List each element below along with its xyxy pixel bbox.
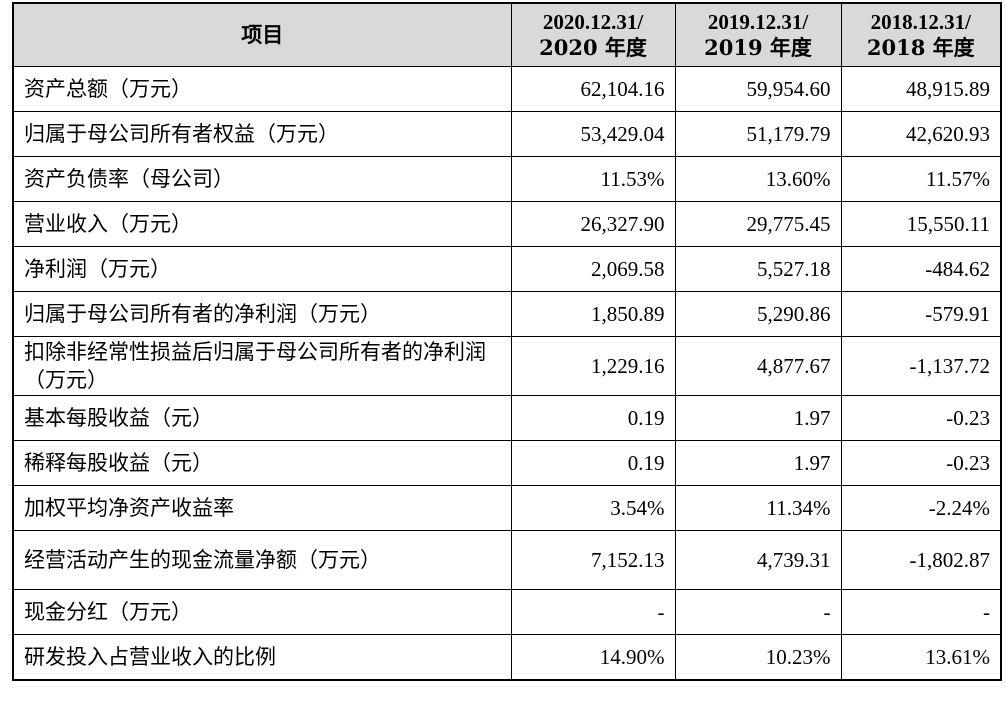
cell-2020: 53,429.04 — [510, 111, 676, 157]
row-label: 基本每股收益（元） — [12, 395, 512, 441]
table-row: 加权平均净资产收益率 3.54% 11.34% -2.24% — [12, 485, 1002, 531]
cell-2020: 1,850.89 — [510, 291, 676, 337]
cell-2020: 26,327.90 — [510, 201, 676, 247]
cell-2019: 5,290.86 — [674, 291, 842, 337]
table-row: 资产负债率（母公司） 11.53% 13.60% 11.57% — [12, 156, 1002, 202]
row-label: 归属于母公司所有者的净利润（万元） — [12, 291, 512, 337]
cell-2018: - — [840, 589, 1002, 635]
header-2019: 2019.12.31/2019 年度 — [674, 2, 842, 67]
table-row: 基本每股收益（元） 0.19 1.97 -0.23 — [12, 395, 1002, 441]
row-label: 研发投入占营业收入的比例 — [12, 634, 512, 681]
cell-2019: 11.34% — [674, 485, 842, 531]
table-row: 资产总额（万元） 62,104.16 59,954.60 48,915.89 — [12, 66, 1002, 112]
cell-2018: -0.23 — [840, 395, 1002, 441]
cell-2020: - — [510, 589, 676, 635]
cell-2020: 7,152.13 — [510, 530, 676, 590]
cell-2019: 4,877.67 — [674, 336, 842, 396]
table-row: 现金分红（万元） - - - — [12, 589, 1002, 635]
table-row: 归属于母公司所有者的净利润（万元） 1,850.89 5,290.86 -579… — [12, 291, 1002, 337]
table-row: 研发投入占营业收入的比例 14.90% 10.23% 13.61% — [12, 634, 1002, 681]
cell-2020: 2,069.58 — [510, 246, 676, 292]
cell-2020: 14.90% — [510, 634, 676, 681]
cell-2020: 3.54% — [510, 485, 676, 531]
cell-2019: 51,179.79 — [674, 111, 842, 157]
cell-2019: 10.23% — [674, 634, 842, 681]
financial-summary-table: 项目 2020.12.31/2020 年度 2019.12.31/2019 年度… — [12, 2, 1002, 681]
financial-table-container: 项目 2020.12.31/2020 年度 2019.12.31/2019 年度… — [12, 2, 1002, 681]
cell-2019: 29,775.45 — [674, 201, 842, 247]
cell-2018: 15,550.11 — [840, 201, 1002, 247]
cell-2018: -484.62 — [840, 246, 1002, 292]
table-row: 扣除非经常性损益后归属于母公司所有者的净利润（万元） 1,229.16 4,87… — [12, 336, 1002, 396]
row-label: 资产负债率（母公司） — [12, 156, 512, 202]
row-label: 经营活动产生的现金流量净额（万元） — [12, 530, 512, 590]
cell-2018: 42,620.93 — [840, 111, 1002, 157]
cell-2019: - — [674, 589, 842, 635]
table-row: 净利润（万元） 2,069.58 5,527.18 -484.62 — [12, 246, 1002, 292]
table-row: 归属于母公司所有者权益（万元） 53,429.04 51,179.79 42,6… — [12, 111, 1002, 157]
row-label: 营业收入（万元） — [12, 201, 512, 247]
cell-2019: 5,527.18 — [674, 246, 842, 292]
table-row: 稀释每股收益（元） 0.19 1.97 -0.23 — [12, 440, 1002, 486]
row-label: 归属于母公司所有者权益（万元） — [12, 111, 512, 157]
row-label: 扣除非经常性损益后归属于母公司所有者的净利润（万元） — [12, 336, 512, 396]
row-label: 现金分红（万元） — [12, 589, 512, 635]
row-label: 资产总额（万元） — [12, 66, 512, 112]
cell-2019: 1.97 — [674, 440, 842, 486]
cell-2018: -0.23 — [840, 440, 1002, 486]
header-2018: 2018.12.31/2018 年度 — [840, 2, 1002, 67]
cell-2020: 11.53% — [510, 156, 676, 202]
cell-2018: 11.57% — [840, 156, 1002, 202]
cell-2020: 0.19 — [510, 440, 676, 486]
cell-2018: -579.91 — [840, 291, 1002, 337]
cell-2019: 59,954.60 — [674, 66, 842, 112]
cell-2020: 62,104.16 — [510, 66, 676, 112]
cell-2018: 48,915.89 — [840, 66, 1002, 112]
cell-2019: 1.97 — [674, 395, 842, 441]
cell-2020: 0.19 — [510, 395, 676, 441]
cell-2018: -1,802.87 — [840, 530, 1002, 590]
header-2020: 2020.12.31/2020 年度 — [510, 2, 676, 67]
row-label: 稀释每股收益（元） — [12, 440, 512, 486]
cell-2018: 13.61% — [840, 634, 1002, 681]
cell-2019: 13.60% — [674, 156, 842, 202]
row-label: 加权平均净资产收益率 — [12, 485, 512, 531]
cell-2019: 4,739.31 — [674, 530, 842, 590]
table-row: 经营活动产生的现金流量净额（万元） 7,152.13 4,739.31 -1,8… — [12, 530, 1002, 590]
table-header-row: 项目 2020.12.31/2020 年度 2019.12.31/2019 年度… — [12, 2, 1002, 67]
cell-2018: -1,137.72 — [840, 336, 1002, 396]
header-item: 项目 — [12, 2, 512, 67]
table-row: 营业收入（万元） 26,327.90 29,775.45 15,550.11 — [12, 201, 1002, 247]
cell-2020: 1,229.16 — [510, 336, 676, 396]
cell-2018: -2.24% — [840, 485, 1002, 531]
row-label: 净利润（万元） — [12, 246, 512, 292]
